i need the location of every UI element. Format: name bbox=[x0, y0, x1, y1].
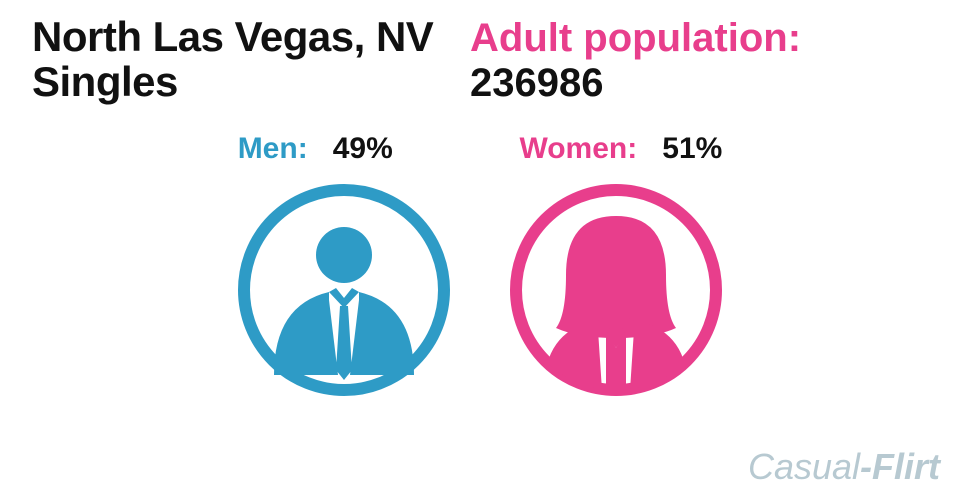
brand-part1: Casual bbox=[748, 446, 860, 487]
woman-icon bbox=[506, 180, 726, 405]
stat-women-value: 51% bbox=[662, 132, 722, 165]
population-block: Adult population: 236986 bbox=[470, 16, 960, 106]
stats-row: Men: 49% Women: 51% bbox=[0, 132, 960, 166]
man-icon bbox=[234, 180, 454, 405]
brand-part2: -Flirt bbox=[860, 446, 940, 487]
stat-men-label: Men: bbox=[238, 132, 308, 165]
title-line1: North Las Vegas, NV bbox=[32, 14, 433, 59]
brand-watermark: Casual-Flirt bbox=[748, 446, 940, 488]
stat-men-value: 49% bbox=[333, 132, 393, 165]
stat-women-label: Women: bbox=[519, 132, 637, 165]
title-block: North Las Vegas, NV Singles bbox=[32, 14, 433, 105]
infographic-frame: North Las Vegas, NV Singles Adult popula… bbox=[0, 0, 960, 502]
title-line2: Singles bbox=[32, 59, 433, 104]
population-value: 236986 bbox=[470, 61, 603, 105]
population-label: Adult population: bbox=[470, 16, 801, 60]
icons-row bbox=[0, 180, 960, 405]
